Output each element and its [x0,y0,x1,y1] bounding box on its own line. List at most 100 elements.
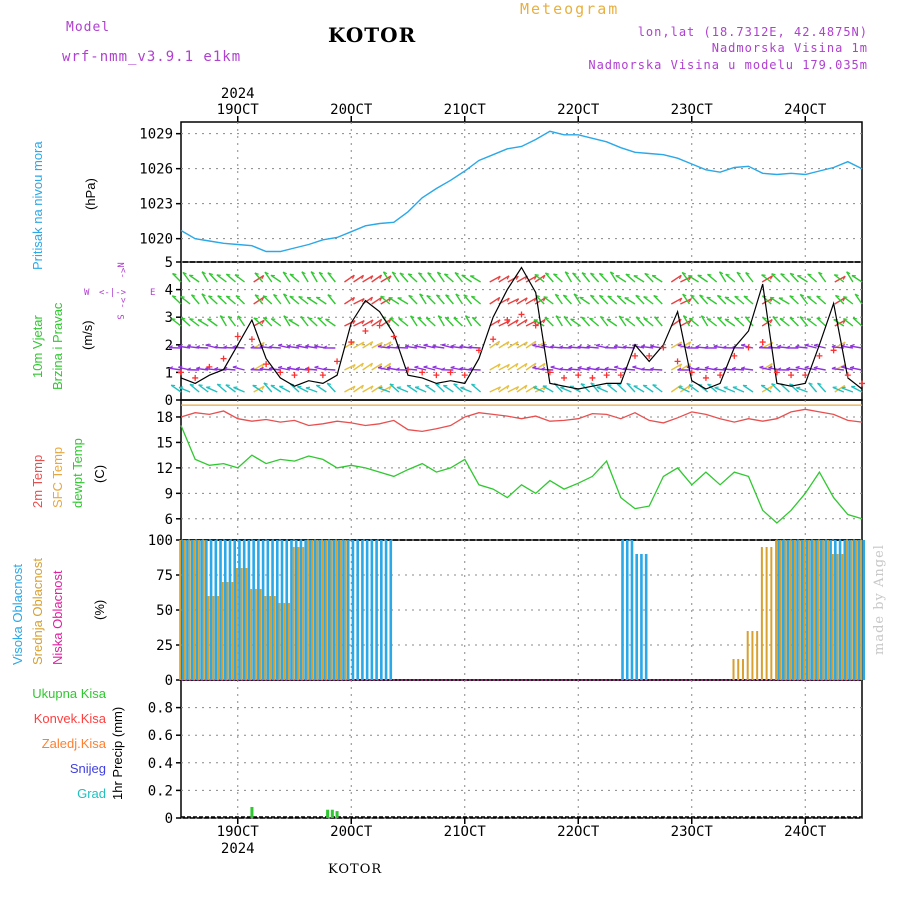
wind-arrow-head [295,366,301,370]
wind-arrow-head [743,295,748,298]
wind-arrow-head [816,317,821,320]
wind-arrow [406,384,418,393]
wind-arrow [464,315,473,327]
wind-arrow [391,271,400,283]
wind-arrow-head [796,386,801,389]
wind-arrow [604,368,617,371]
wind-arrow-head [395,367,400,371]
wind-arrow [795,366,808,371]
wind-arrow-head [589,317,594,320]
wind-arrow-head [581,316,586,320]
y-tick-label: 0.8 [148,701,173,717]
wind-arrow [423,344,436,349]
gust-marker [759,339,766,346]
wind-arrow [616,383,627,393]
mid-cloud-bar [789,540,792,680]
high-cloud-bar [777,540,780,680]
wind-arrow [288,319,300,327]
wind-arrow-head [278,343,283,346]
wind-arrow-head [681,271,687,275]
wind-arrow-head [388,319,392,324]
wind-arrow [688,384,699,393]
wind-arrow-head [532,365,537,369]
wind-arrow-head [807,295,812,298]
wind-arrow-head [614,365,619,368]
wind-arrow [471,383,482,393]
wind-arrow [680,298,692,305]
wind-arrow-head [410,315,415,319]
wind-arrow [445,294,454,305]
high-cloud-bar [829,540,832,680]
wind-arrow [498,341,510,349]
wind-arrow-head [389,383,394,386]
wind-arrow-head [237,315,242,319]
wind-arrow [670,341,683,349]
wind-arrow [625,318,636,327]
wind-arrow-head [717,294,722,298]
wind-arrow [380,385,392,393]
gust-marker [192,374,199,381]
wind-arrow-head [361,298,365,303]
meteogram-title: Meteogram [520,0,620,18]
wind-arrow-head [283,293,288,297]
wind-arrow-head [217,383,222,386]
precip-bar [330,809,334,818]
wind-arrow [263,382,273,393]
wind-arrow-head [182,271,187,275]
precip-bar [250,806,254,818]
wind-arrow-head [383,271,388,275]
wind-arrow [254,294,264,305]
wind-arrow-head [437,315,443,319]
y-tick-label: 50 [156,603,173,619]
wind-arrow [198,384,209,393]
wind-arrow-head [577,365,582,369]
wind-arrow-head [465,315,470,319]
wind-arrow-head [704,345,709,349]
wind-arrow-head [849,344,855,347]
wind-arrow-head [595,366,600,370]
temp-dewpt-line [180,425,863,524]
wind-arrow [680,276,692,283]
wind-arrow-head [388,385,392,390]
wind-arrow [795,345,808,349]
wind-arrow [816,295,827,305]
high-cloud-bar [356,540,359,680]
wind-arrow [544,272,554,283]
high-cloud-bar [834,540,837,680]
panel-frame-0 [180,121,863,263]
gust-marker [603,372,610,379]
wind-arrow-head [361,362,364,367]
wind-arrow-head [695,344,700,348]
wind-arrow-head [286,344,292,347]
wind-arrow-head [795,365,800,369]
wind-arrow [534,274,545,283]
wind-arrow-head [682,293,687,297]
wind-arrow [572,272,582,283]
wind-arrow [700,315,709,327]
wind-arrow [353,362,364,371]
wind-arrow-head [208,295,213,298]
wind-arrow [300,316,309,327]
wind-arrow [643,317,654,327]
mid-cloud-bar [250,589,253,680]
wind-arrow [169,367,182,371]
wind-arrow [282,293,291,305]
wind-arrow-head [762,316,767,320]
wind-arrow [568,368,581,371]
wind-arrow [437,315,445,327]
wind-arrow [535,294,545,305]
gust-marker [561,374,568,381]
wind-arrow [635,316,645,327]
wind-arrow [854,293,863,305]
gust-marker [575,372,582,379]
mid-cloud-bar [798,540,801,680]
wind-arrow-head [301,271,306,275]
wind-arrow-head [352,297,355,302]
wind-arrow-head [305,386,310,389]
high-cloud-bar [228,540,232,680]
wind-arrow [690,294,700,305]
wind-arrow [761,274,772,283]
high-cloud-bar [621,540,624,680]
high-cloud-bar [852,540,856,680]
wind-arrow-head [563,316,568,319]
